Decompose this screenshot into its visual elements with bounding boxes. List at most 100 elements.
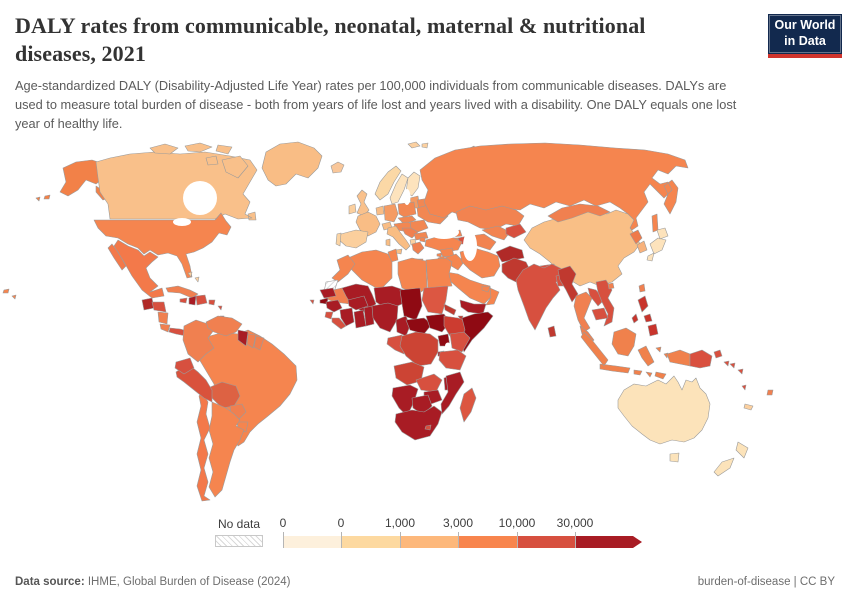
- region-iceland[interactable]: [330, 161, 345, 174]
- region-alaska[interactable]: [35, 159, 109, 202]
- region-puerto-rico[interactable]: [208, 299, 216, 306]
- region-taiwan[interactable]: [638, 283, 646, 293]
- region-bolivia[interactable]: [207, 381, 241, 409]
- region-haiti[interactable]: [188, 295, 197, 306]
- region-south-korea[interactable]: [636, 240, 648, 254]
- region-papua-new-guinea[interactable]: [689, 349, 730, 369]
- region-australia[interactable]: [617, 375, 711, 445]
- region-vanuatu[interactable]: [741, 384, 747, 391]
- region-sudan[interactable]: [421, 285, 449, 315]
- region-egypt[interactable]: [425, 257, 453, 289]
- region-suriname[interactable]: [246, 333, 257, 349]
- region-spain[interactable]: [338, 229, 369, 249]
- region-arctic-islands[interactable]: [149, 142, 249, 179]
- region-central-african-republic[interactable]: [405, 317, 433, 335]
- region-cameroon[interactable]: [395, 315, 411, 337]
- region-myanmar[interactable]: [557, 265, 579, 303]
- region-nicaragua[interactable]: [157, 311, 169, 325]
- region-tanzania[interactable]: [438, 349, 467, 371]
- region-argentina[interactable]: [208, 401, 245, 498]
- region-kenya[interactable]: [449, 331, 471, 353]
- region-cuba[interactable]: [165, 285, 199, 299]
- region-netherlands-belgium[interactable]: [375, 205, 385, 216]
- region-cape-verde[interactable]: [309, 299, 315, 305]
- region-new-zealand[interactable]: [713, 441, 749, 477]
- region-venezuela[interactable]: [205, 315, 243, 337]
- region-zambia[interactable]: [415, 373, 443, 393]
- region-new-caledonia[interactable]: [743, 403, 754, 411]
- region-thailand[interactable]: [573, 291, 593, 333]
- region-eritrea[interactable]: [443, 303, 457, 316]
- region-namibia[interactable]: [391, 384, 419, 417]
- region-norway[interactable]: [374, 165, 402, 201]
- owid-logo[interactable]: Our World in Data: [768, 14, 842, 58]
- region-kyrgyzstan-tajikistan[interactable]: [505, 223, 527, 239]
- legend-bin-6[interactable]: [575, 536, 633, 548]
- region-guinea[interactable]: [325, 299, 343, 313]
- region-usa[interactable]: [93, 212, 232, 279]
- region-mongolia[interactable]: [547, 203, 611, 223]
- region-south-africa[interactable]: [394, 405, 443, 441]
- region-costa-rica[interactable]: [159, 323, 171, 333]
- region-senegal-gambia[interactable]: [319, 287, 337, 299]
- region-guyana[interactable]: [237, 329, 249, 347]
- region-czech-slovakia[interactable]: [397, 215, 417, 225]
- region-poland[interactable]: [397, 201, 417, 218]
- region-liberia[interactable]: [331, 317, 347, 330]
- region-congo-gabon[interactable]: [386, 334, 405, 355]
- region-solomon-islands[interactable]: [729, 362, 744, 375]
- region-nigeria[interactable]: [371, 302, 399, 333]
- region-jamaica[interactable]: [179, 297, 188, 304]
- region-portugal[interactable]: [335, 232, 342, 247]
- region-afghanistan[interactable]: [495, 245, 525, 263]
- region-ivory-coast[interactable]: [339, 307, 355, 327]
- region-morocco[interactable]: [331, 254, 356, 283]
- region-hainan[interactable]: [607, 282, 615, 290]
- region-algeria[interactable]: [347, 249, 393, 291]
- region-svalbard[interactable]: [407, 141, 429, 149]
- region-madagascar[interactable]: [459, 387, 477, 423]
- legend-bin-4[interactable]: [458, 536, 517, 548]
- region-colombia[interactable]: [182, 319, 215, 363]
- region-drc[interactable]: [399, 331, 439, 367]
- region-french-guiana[interactable]: [253, 335, 265, 351]
- region-chad[interactable]: [399, 287, 423, 321]
- region-togo-benin[interactable]: [363, 305, 375, 327]
- region-lesotho[interactable]: [424, 424, 432, 431]
- region-greenland[interactable]: [261, 141, 323, 187]
- region-germany[interactable]: [383, 203, 399, 223]
- region-uk[interactable]: [356, 189, 370, 217]
- region-sweden[interactable]: [389, 173, 409, 205]
- legend-bin-3[interactable]: [400, 536, 458, 548]
- region-tasmania[interactable]: [669, 452, 680, 463]
- region-uae-qatar[interactable]: [481, 285, 491, 293]
- region-hawaii[interactable]: [2, 288, 17, 300]
- region-libya[interactable]: [397, 257, 428, 295]
- region-honduras[interactable]: [151, 301, 167, 313]
- region-laos[interactable]: [587, 287, 605, 307]
- region-romania[interactable]: [409, 219, 429, 233]
- region-oman[interactable]: [485, 287, 500, 306]
- region-canada[interactable]: [95, 151, 258, 221]
- no-data-swatch[interactable]: [215, 535, 263, 547]
- region-sierra-leone[interactable]: [324, 311, 334, 320]
- region-ecuador[interactable]: [174, 357, 195, 375]
- region-philippines[interactable]: [631, 295, 659, 337]
- region-chile[interactable]: [196, 391, 211, 502]
- region-india[interactable]: [515, 263, 568, 331]
- region-france[interactable]: [355, 211, 381, 237]
- license-links[interactable]: burden-of-disease | CC BY: [697, 576, 835, 588]
- region-sri-lanka[interactable]: [547, 325, 557, 338]
- region-west-papua[interactable]: [666, 349, 691, 367]
- region-mozambique[interactable]: [440, 371, 465, 415]
- legend-bin-1[interactable]: [283, 536, 341, 548]
- region-uzbekistan[interactable]: [481, 225, 511, 241]
- region-finland[interactable]: [405, 171, 421, 197]
- region-ghana[interactable]: [353, 309, 367, 329]
- region-mexico[interactable]: [107, 239, 165, 299]
- region-bahamas[interactable]: [187, 271, 200, 283]
- region-north-korea[interactable]: [629, 229, 643, 245]
- legend-bin-2[interactable]: [341, 536, 400, 548]
- region-fiji[interactable]: [766, 389, 774, 396]
- region-japan[interactable]: [646, 227, 669, 262]
